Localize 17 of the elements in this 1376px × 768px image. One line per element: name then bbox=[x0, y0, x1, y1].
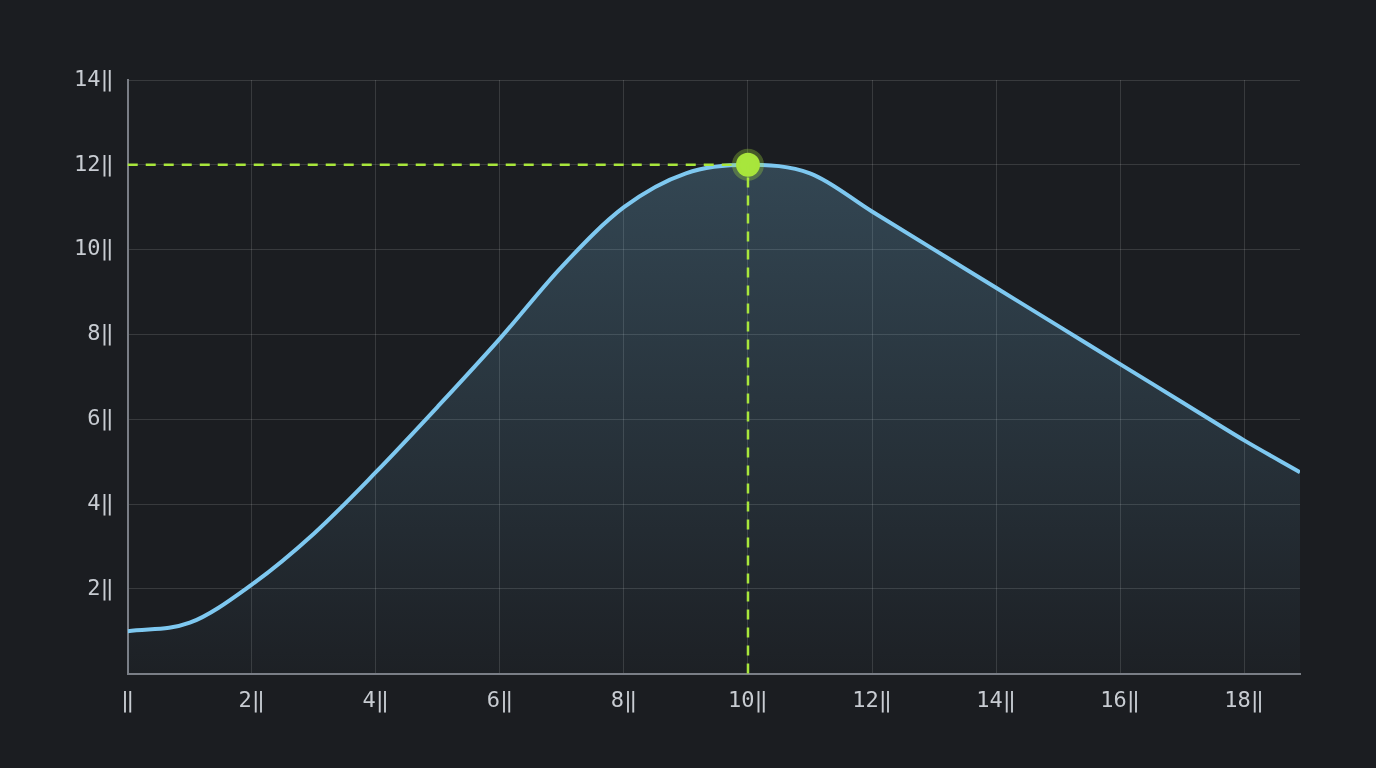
y-tick-label: 14‖ bbox=[73, 65, 114, 92]
y-tick-label: 6‖ bbox=[87, 404, 114, 431]
y-tick-label: 8‖ bbox=[87, 320, 114, 347]
x-tick-label: 6‖ bbox=[486, 686, 514, 713]
x-tick-label: 4‖ bbox=[362, 686, 390, 713]
x-tick-label: 10‖ bbox=[728, 686, 768, 713]
y-tick-label: 4‖ bbox=[87, 489, 114, 516]
y-tick-label: 2‖ bbox=[87, 574, 114, 601]
x-tick-label: 8‖ bbox=[610, 686, 638, 713]
y-tick-label: 12‖ bbox=[73, 150, 114, 177]
x-tick-label: 14‖ bbox=[976, 686, 1016, 713]
x-tick-label: 16‖ bbox=[1100, 686, 1140, 713]
x-tick-label: ‖ bbox=[121, 686, 135, 713]
x-tick-label: 2‖ bbox=[238, 686, 266, 713]
x-tick-label: 18‖ bbox=[1224, 686, 1265, 713]
x-tick-label: 12‖ bbox=[852, 686, 892, 713]
y-tick-label: 10‖ bbox=[73, 235, 114, 262]
